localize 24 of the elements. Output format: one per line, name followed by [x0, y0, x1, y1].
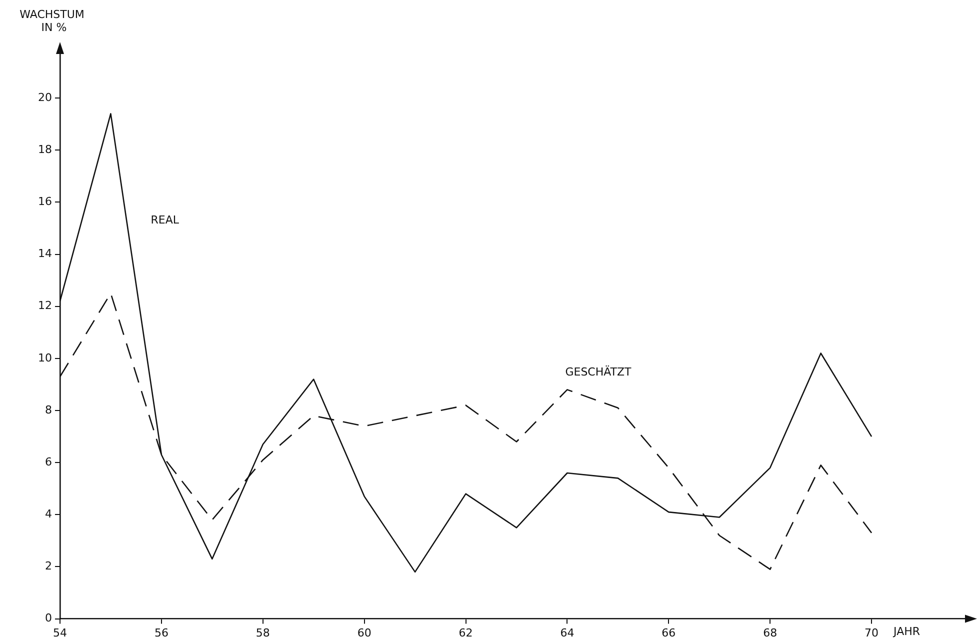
x-tick-label: 58 — [256, 626, 270, 640]
x-tick-label: 68 — [763, 626, 778, 640]
x-tick-label: 56 — [154, 626, 168, 640]
x-tick-label: 70 — [864, 626, 879, 640]
x-tick-label: 60 — [357, 626, 372, 640]
y-tick-label: 10 — [38, 351, 52, 364]
y-tick-label: 0 — [44, 612, 52, 625]
x-tick-label: 62 — [458, 626, 473, 640]
x-tick-label: 64 — [560, 626, 574, 640]
x-tick-label: 54 — [52, 626, 67, 640]
y-tick-label: 18 — [38, 143, 52, 156]
y-tick-label: 20 — [38, 90, 52, 104]
y-tick-label: 2 — [44, 560, 52, 573]
x-axis-title: JAHR — [892, 625, 920, 638]
y-tick-label: 16 — [38, 195, 52, 208]
series-label: GESCHÄTZT — [565, 364, 632, 379]
text: REAL — [150, 214, 180, 227]
y-tick-label: 4 — [44, 508, 52, 521]
y-tick-label: 12 — [38, 299, 52, 312]
y-tick-label: 14 — [38, 247, 52, 260]
y-axis-title: WACHSTUM IN % — [20, 8, 84, 34]
y-tick-label: 8 — [44, 403, 52, 416]
y-tick-label: 6 — [44, 455, 52, 468]
x-tick-label: 66 — [662, 626, 676, 640]
